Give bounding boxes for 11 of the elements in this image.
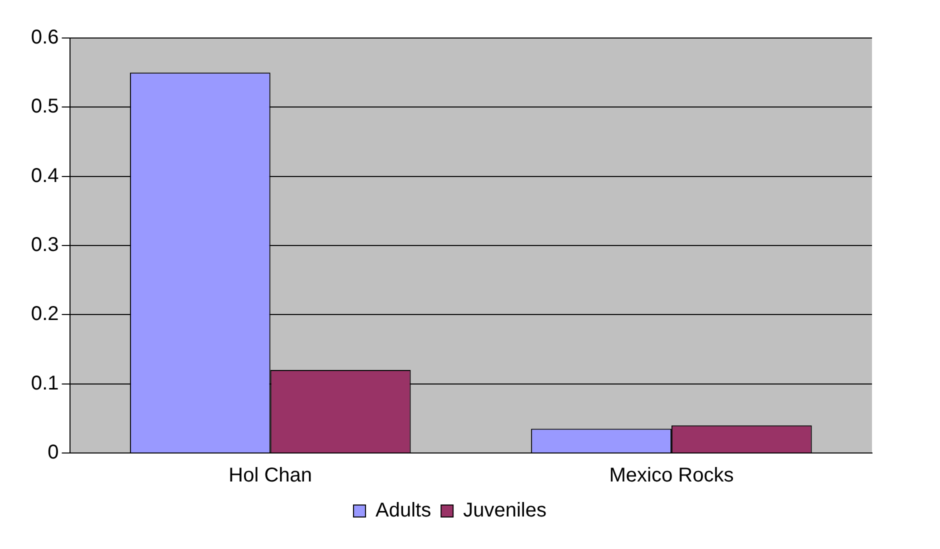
y-tick-label: 0.1 (30, 372, 59, 394)
y-tick-label: 0.3 (30, 234, 59, 256)
y-tick-label: 0.6 (30, 26, 59, 49)
y-tick-label: 0.2 (30, 303, 59, 326)
x-tick-label: Hol Chan (228, 464, 312, 487)
legend-label: Adults (376, 500, 432, 522)
y-tick-label: 0.5 (30, 96, 59, 118)
y-tick-label: 0 (48, 442, 59, 464)
x-tick-label: Mexico Rocks (609, 464, 734, 487)
legend-label: Juveniles (463, 500, 546, 522)
y-tick-label: 0.4 (30, 164, 59, 187)
